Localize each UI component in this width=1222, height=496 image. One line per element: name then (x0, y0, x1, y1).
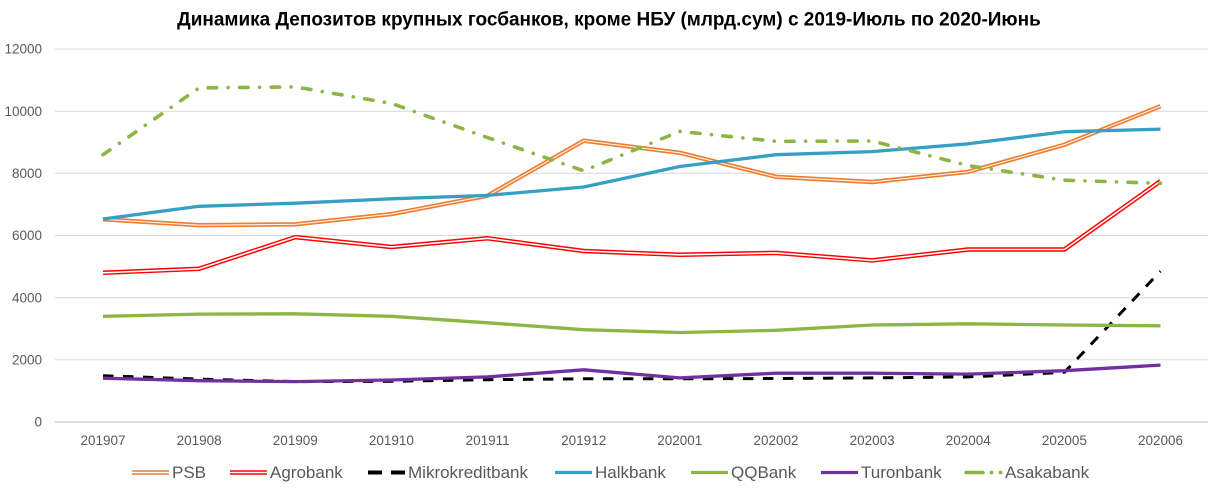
svg-text:201912: 201912 (561, 433, 606, 448)
svg-text:10000: 10000 (4, 104, 42, 119)
svg-text:Динамика Депозитов крупных гос: Динамика Депозитов крупных госбанков, кр… (177, 10, 1041, 31)
svg-text:202003: 202003 (850, 433, 895, 448)
svg-text:201908: 201908 (177, 433, 222, 448)
svg-text:201910: 201910 (369, 433, 414, 448)
svg-text:202002: 202002 (753, 433, 798, 448)
svg-text:6000: 6000 (12, 228, 42, 243)
svg-text:Turonbank: Turonbank (861, 463, 942, 482)
svg-text:201907: 201907 (80, 433, 125, 448)
svg-text:202005: 202005 (1042, 433, 1087, 448)
svg-text:Agrobank: Agrobank (270, 463, 343, 482)
svg-text:Halkbank: Halkbank (595, 463, 666, 482)
svg-text:4000: 4000 (12, 290, 42, 305)
svg-text:2000: 2000 (12, 352, 42, 367)
svg-text:201909: 201909 (273, 433, 318, 448)
svg-text:202004: 202004 (946, 433, 992, 448)
svg-text:202006: 202006 (1138, 433, 1183, 448)
svg-text:PSB: PSB (172, 463, 206, 482)
svg-text:201911: 201911 (466, 433, 510, 448)
svg-text:8000: 8000 (12, 166, 42, 181)
svg-text:0: 0 (34, 415, 42, 430)
svg-text:Mikrokreditbank: Mikrokreditbank (408, 463, 528, 482)
svg-text:QQBank: QQBank (731, 463, 797, 482)
svg-text:202001: 202001 (657, 433, 702, 448)
svg-text:12000: 12000 (4, 42, 42, 57)
svg-text:Asakabank: Asakabank (1005, 463, 1090, 482)
